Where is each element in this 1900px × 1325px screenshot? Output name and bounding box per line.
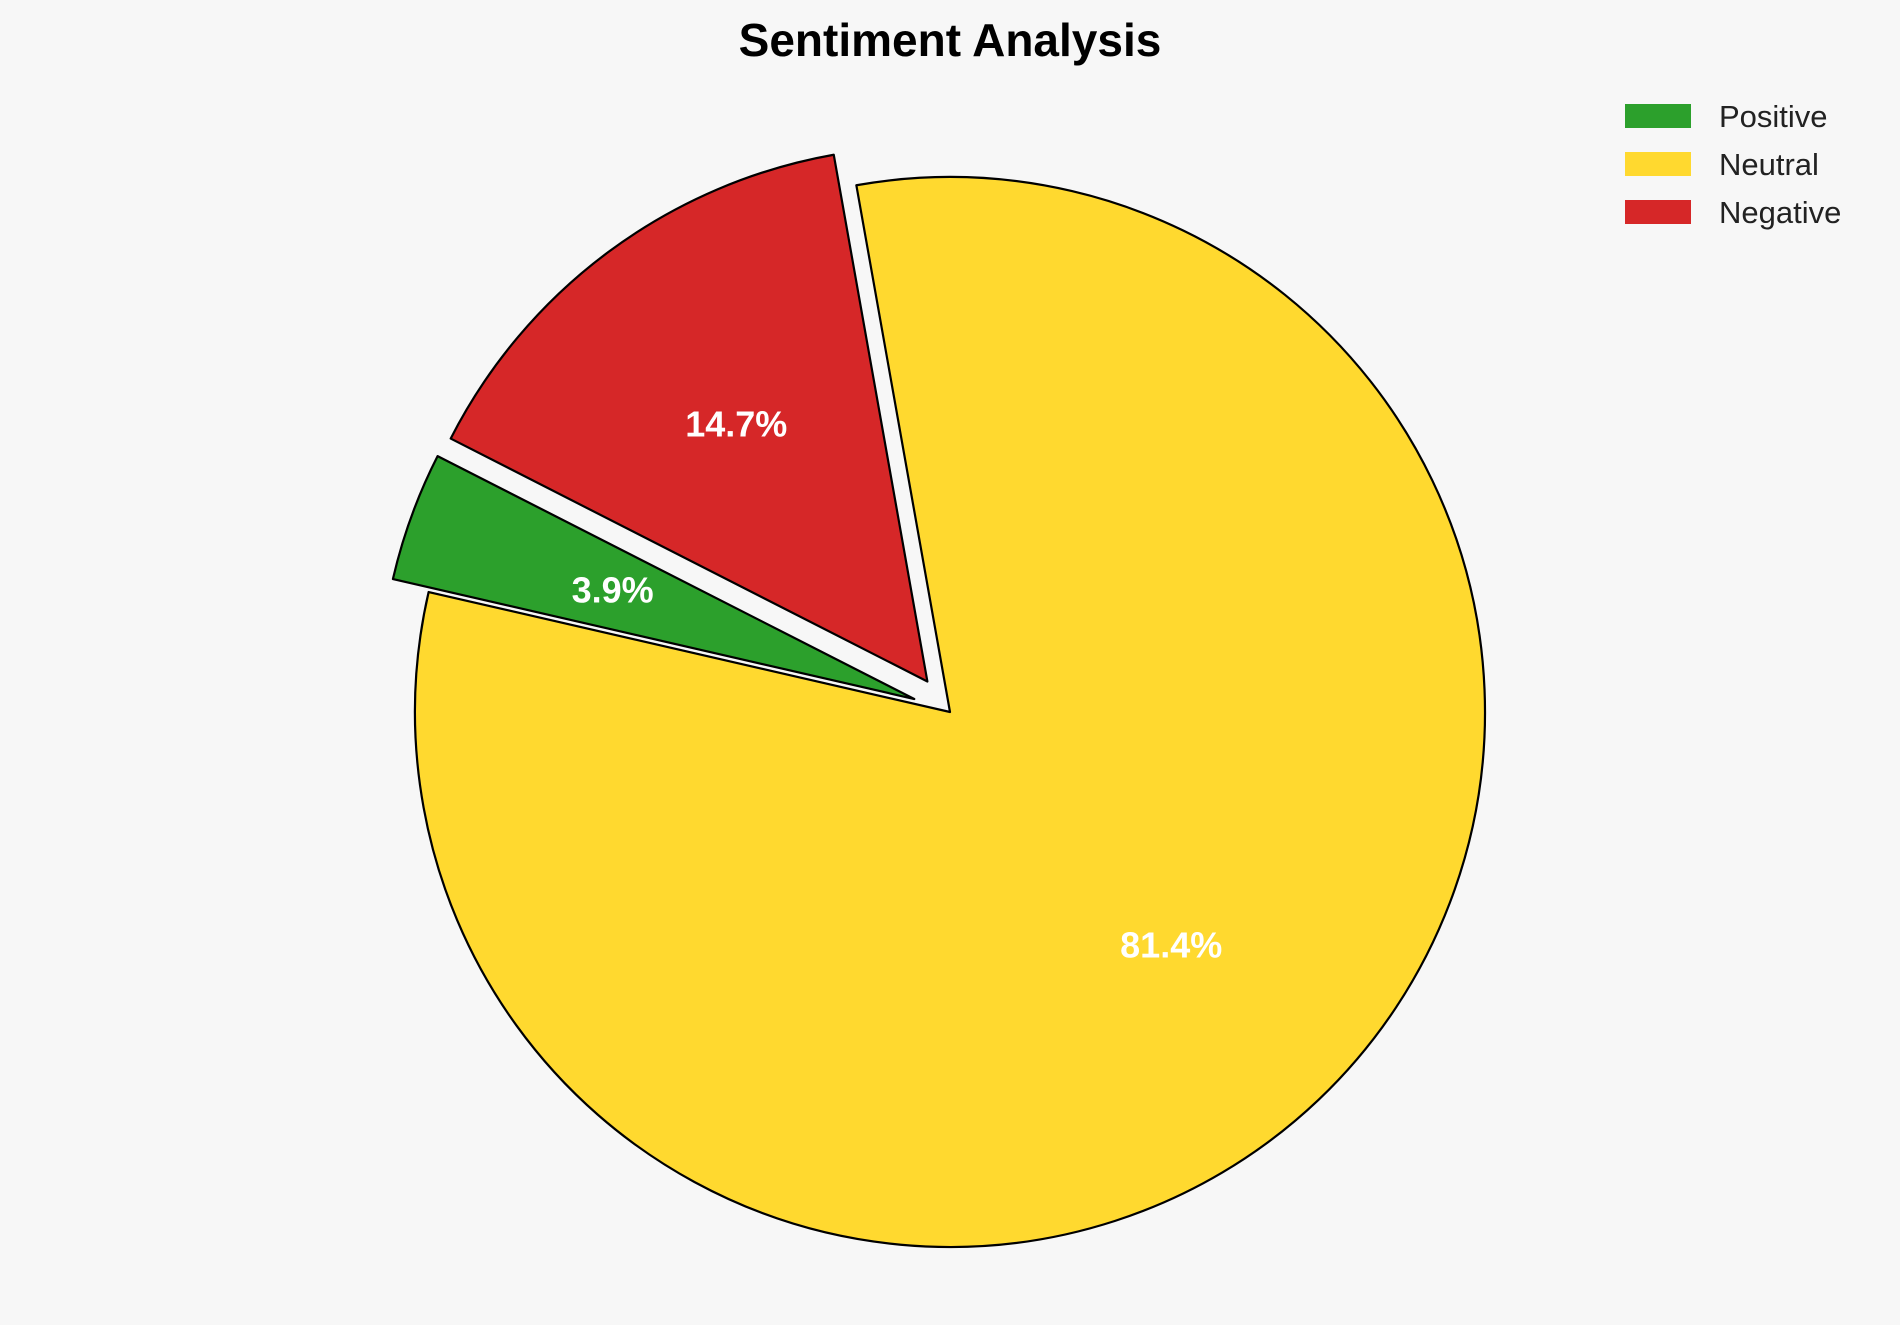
legend-label-neutral: Neutral: [1719, 147, 1819, 182]
pie-slice-positive: [391, 455, 916, 701]
pie-slice-negative: [449, 153, 929, 683]
pct-label-neutral: 81.4%: [1120, 925, 1222, 966]
pie-percentage-labels: 3.9% 81.4% 14.7%: [572, 404, 1223, 966]
legend-swatch-negative: [1625, 200, 1691, 224]
legend-label-positive: Positive: [1719, 99, 1828, 134]
legend-swatch-positive: [1625, 104, 1691, 128]
legend: Positive Neutral Negative: [1625, 99, 1841, 230]
chart-title: Sentiment Analysis: [739, 14, 1162, 66]
pie-slice-neutral: [413, 175, 1487, 1249]
legend-swatch-neutral: [1625, 152, 1691, 176]
legend-label-negative: Negative: [1719, 195, 1841, 230]
pie-slices: [391, 153, 1487, 1249]
pct-label-negative: 14.7%: [685, 404, 787, 445]
pct-label-positive: 3.9%: [572, 569, 654, 610]
